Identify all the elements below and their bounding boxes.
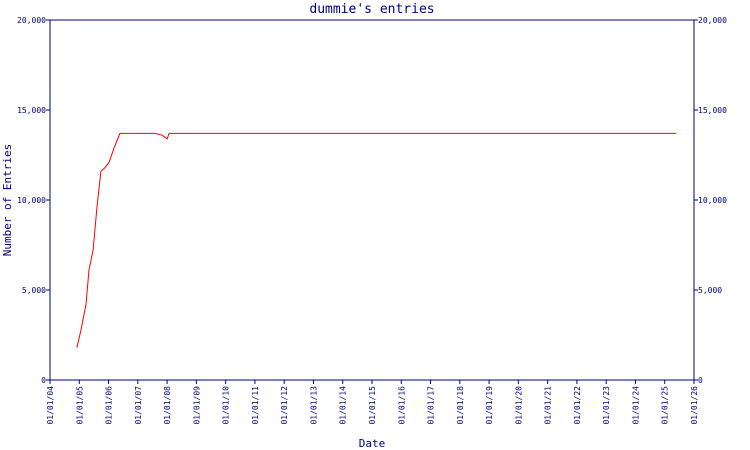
y-tick-label: 0	[41, 376, 46, 385]
x-tick-label: 01/01/18	[456, 386, 465, 425]
x-tick-label: 01/01/04	[46, 386, 55, 425]
x-tick-label: 01/01/19	[485, 386, 494, 425]
y-axis-label: Number of Entries	[1, 144, 14, 257]
y-tick-label: 10,000	[17, 196, 46, 205]
x-tick-label: 01/01/11	[251, 386, 260, 425]
y-tick-label-right: 5,000	[698, 286, 722, 295]
data-line	[76, 132, 677, 348]
x-tick-label: 01/01/26	[690, 386, 699, 425]
x-axis-label: Date	[359, 437, 386, 450]
x-tick-label: 01/01/14	[339, 386, 348, 425]
y-tick-label-right: 20,000	[698, 16, 727, 25]
x-tick-label: 01/01/12	[280, 386, 289, 425]
x-tick-label: 01/01/13	[309, 386, 318, 425]
x-tick-label: 01/01/09	[192, 386, 201, 425]
y-tick-label: 15,000	[17, 106, 46, 115]
y-tick-label: 5,000	[22, 286, 46, 295]
x-tick-label: 01/01/24	[631, 386, 640, 425]
x-tick-label: 01/01/05	[75, 386, 84, 425]
y-tick-label-right: 0	[698, 376, 703, 385]
y-tick-label-right: 10,000	[698, 196, 727, 205]
x-tick-label: 01/01/25	[661, 386, 670, 425]
x-tick-label: 01/01/21	[544, 386, 553, 425]
x-tick-label: 01/01/22	[573, 386, 582, 425]
x-tick-label: 01/01/06	[105, 386, 114, 425]
y-tick-label-right: 15,000	[698, 106, 727, 115]
x-tick-label: 01/01/07	[134, 386, 143, 425]
chart-title: dummie's entries	[309, 2, 434, 17]
x-tick-label: 01/01/23	[602, 386, 611, 425]
x-tick-label: 01/01/10	[222, 386, 231, 425]
x-tick-label: 01/01/17	[427, 386, 436, 425]
x-tick-label: 01/01/08	[163, 386, 172, 425]
plot-frame	[49, 19, 695, 381]
x-tick-label: 01/01/15	[368, 386, 377, 425]
y-tick-label: 20,000	[17, 16, 46, 25]
x-tick-label: 01/01/20	[514, 386, 523, 425]
x-tick-label: 01/01/16	[397, 386, 406, 425]
